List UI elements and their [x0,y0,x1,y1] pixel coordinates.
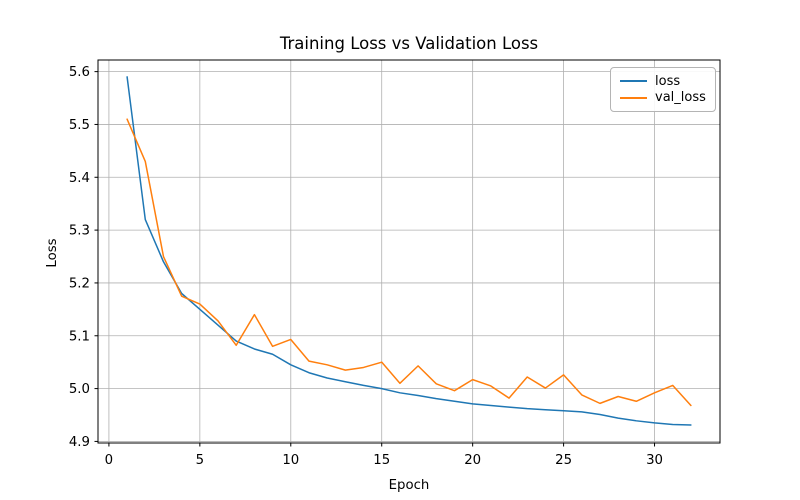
loss-line [126,76,692,426]
y-tick-label: 5.2 [69,276,90,291]
x-tick-label: 30 [646,453,663,468]
legend-label-val-loss: val_loss [655,90,706,106]
tick-labels: 0 5 10 15 20 25 30 4.9 5.0 5.1 5.2 5.3 5.4 5.5 5.6 [69,65,663,468]
y-axis-label: Loss [45,238,60,267]
legend-label-loss: loss [655,73,681,89]
y-tick-label: 5.0 [69,382,90,397]
series-lines [126,76,692,426]
val_loss-line [126,118,692,407]
x-tick-label: 25 [555,453,572,468]
y-tick-label: 5.4 [69,171,90,186]
y-tick-label: 5.6 [69,65,90,80]
x-tick-label: 0 [105,453,113,468]
grid [98,60,720,443]
y-tick-label: 5.3 [69,224,90,239]
axes-border [97,59,721,444]
x-tick-label: 20 [464,453,481,468]
chart-title: Training Loss vs Validation Loss [279,34,538,53]
x-axis-label: Epoch [389,478,430,493]
loss-line-swatch [620,80,647,83]
axis-ticks [94,71,656,447]
y-tick-label: 5.5 [69,118,90,133]
y-tick-label: 4.9 [69,435,90,450]
x-tick-label: 10 [282,453,299,468]
legend-item-loss: loss [620,73,706,89]
x-tick-label: 5 [196,453,204,468]
val-loss-line-swatch [620,96,647,99]
legend-item-val-loss: val_loss [620,90,706,106]
legend: loss val_loss [610,67,716,112]
y-tick-label: 5.1 [69,329,90,344]
x-tick-label: 15 [373,453,390,468]
